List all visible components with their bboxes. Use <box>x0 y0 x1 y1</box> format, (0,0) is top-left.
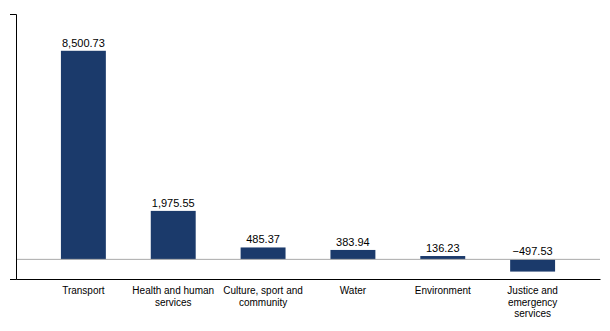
plot: TransportHealth and humanservicesCulture… <box>10 15 601 320</box>
x-tick-label-line: emergency <box>508 297 557 308</box>
x-tick-label: Justice andemergencyservices <box>507 285 558 319</box>
x-axis: TransportHealth and humanservicesCulture… <box>17 280 601 320</box>
x-tick-label-line: Transport <box>62 285 105 296</box>
chart: TransportHealth and humanservicesCulture… <box>0 0 610 331</box>
x-axis-line <box>17 279 601 280</box>
data-label: −497.53 <box>513 245 553 257</box>
bar <box>151 211 196 259</box>
x-tick-label-line: Environment <box>415 285 471 296</box>
y-axis <box>10 15 17 280</box>
bars <box>61 51 555 272</box>
x-tick-label-line: Health and human <box>132 285 214 296</box>
x-tick-label: Environment <box>415 285 471 296</box>
y-axis-line <box>10 15 17 280</box>
x-tick: Water <box>340 285 367 296</box>
x-tick: Transport <box>62 285 105 296</box>
x-tick: Health and humanservices <box>132 285 214 308</box>
data-label: 383.94 <box>336 236 370 248</box>
bar <box>420 256 465 259</box>
x-tick-label-line: services <box>514 308 551 319</box>
x-tick-label: Transport <box>62 285 105 296</box>
data-label: 136.23 <box>426 242 460 254</box>
bar <box>510 259 555 271</box>
x-tick-label: Water <box>340 285 367 296</box>
bar <box>241 247 286 259</box>
data-label: 485.37 <box>246 233 280 245</box>
x-tick: Justice andemergencyservices <box>507 285 558 319</box>
data-label: 1,975.55 <box>152 197 195 209</box>
x-tick: Environment <box>415 285 471 296</box>
x-tick-label-line: Culture, sport and <box>223 285 302 296</box>
bar <box>61 51 106 260</box>
x-tick-label-line: community <box>239 297 287 308</box>
x-tick-label-line: Justice and <box>507 285 558 296</box>
x-tick-label-line: services <box>155 297 192 308</box>
x-tick-label-line: Water <box>340 285 367 296</box>
bar <box>330 250 375 259</box>
data-labels: 8,500.73 1,975.55 485.37 383.94 136.23 −497.5… <box>62 37 553 258</box>
x-tick-label: Health and humanservices <box>132 285 214 308</box>
x-tick-label: Culture, sport andcommunity <box>223 285 302 308</box>
x-tick: Culture, sport andcommunity <box>223 285 302 308</box>
data-label: 8,500.73 <box>62 37 105 49</box>
baseline <box>16 259 600 260</box>
